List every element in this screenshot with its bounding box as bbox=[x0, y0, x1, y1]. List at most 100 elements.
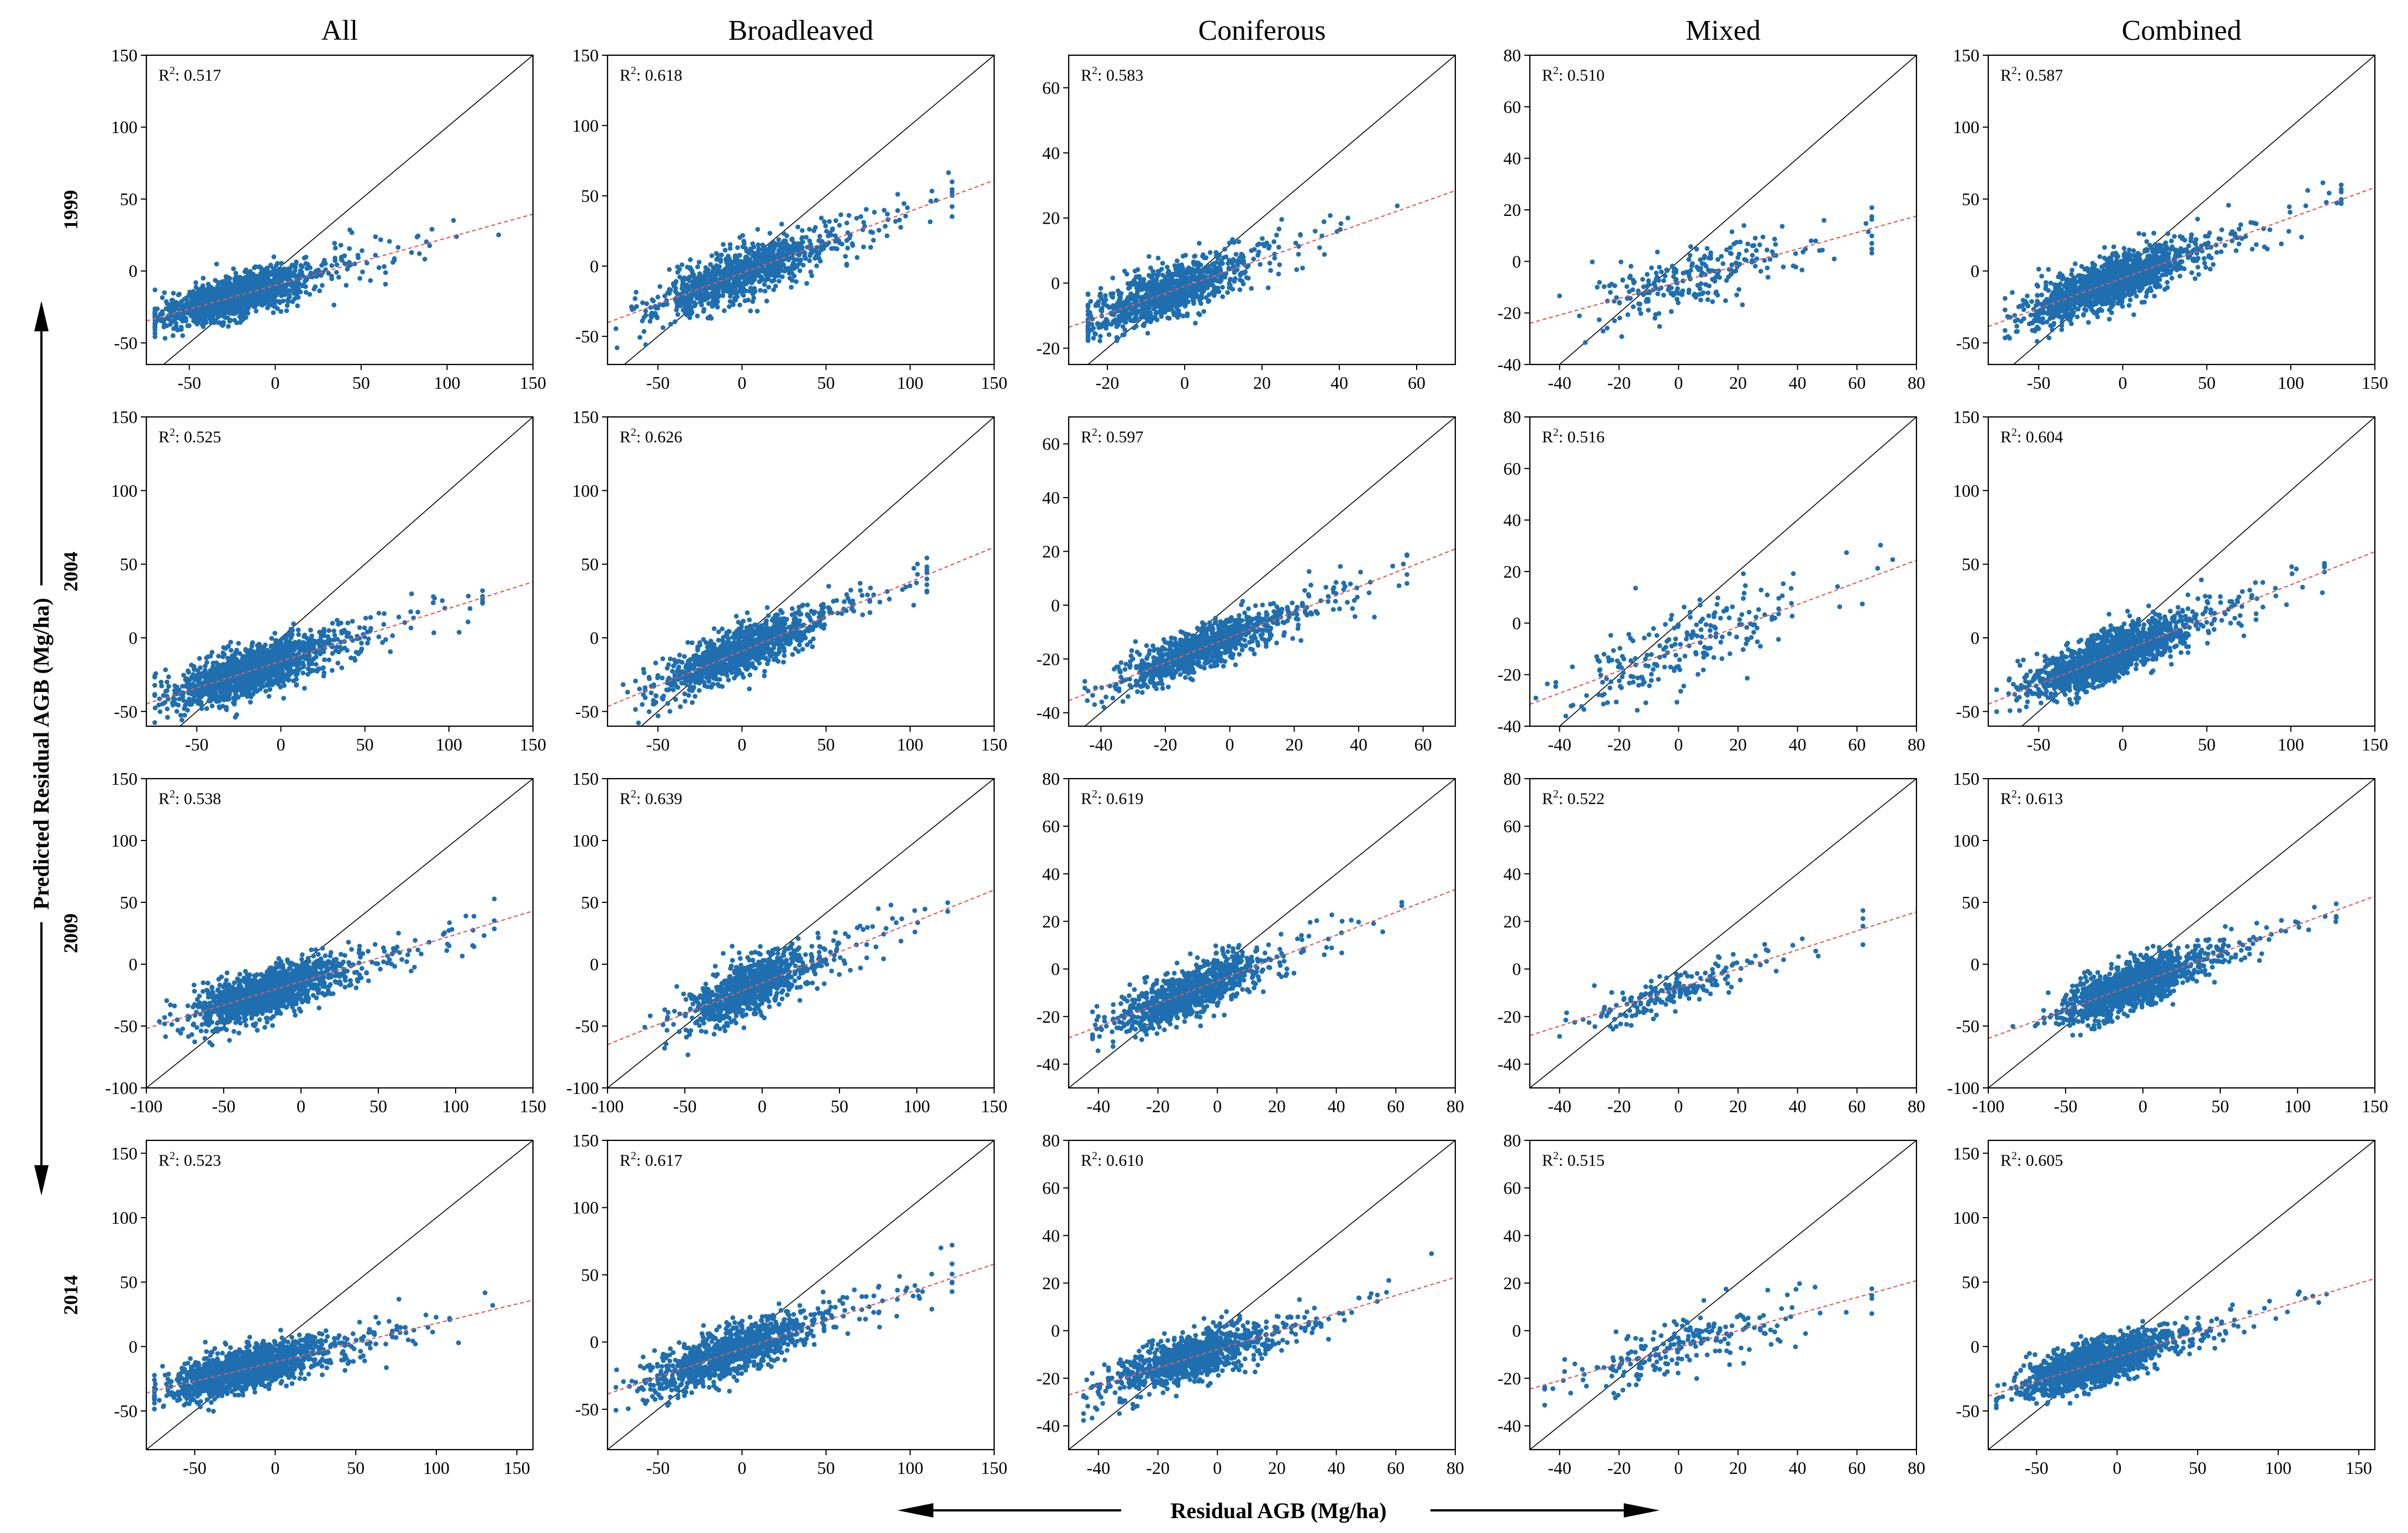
data-point bbox=[1166, 268, 1171, 274]
data-point bbox=[673, 279, 679, 284]
data-point bbox=[807, 226, 812, 232]
data-point bbox=[2043, 280, 2048, 285]
data-point bbox=[1869, 214, 1874, 219]
data-point bbox=[1767, 257, 1773, 262]
data-point bbox=[672, 319, 678, 324]
data-point bbox=[905, 205, 910, 210]
data-point bbox=[1659, 269, 1664, 274]
data-point bbox=[331, 302, 337, 308]
data-point bbox=[213, 278, 218, 283]
data-point bbox=[710, 299, 715, 305]
data-point bbox=[1773, 242, 1778, 247]
data-point bbox=[1126, 286, 1131, 291]
data-point bbox=[715, 256, 720, 262]
data-point bbox=[2059, 327, 2064, 332]
data-point bbox=[614, 345, 620, 351]
data-point bbox=[1744, 248, 1749, 253]
panel-frame bbox=[606, 54, 995, 366]
data-point bbox=[224, 283, 230, 289]
x-tick-label: 150 bbox=[520, 373, 546, 393]
data-point bbox=[1192, 268, 1197, 274]
identity-line bbox=[624, 55, 994, 364]
data-point bbox=[1620, 278, 1625, 283]
data-point bbox=[780, 274, 785, 279]
data-point bbox=[695, 264, 700, 269]
data-point bbox=[265, 305, 270, 310]
data-point bbox=[1222, 272, 1227, 278]
data-point bbox=[191, 289, 196, 294]
data-point bbox=[1707, 283, 1712, 289]
data-point bbox=[1699, 261, 1705, 266]
data-point bbox=[812, 256, 817, 261]
data-point bbox=[240, 304, 245, 309]
y-tick-label: 0 bbox=[590, 256, 599, 276]
data-point bbox=[303, 289, 309, 295]
data-point bbox=[1173, 266, 1179, 272]
data-point bbox=[1163, 295, 1169, 301]
data-point bbox=[832, 246, 837, 251]
data-point bbox=[2230, 238, 2235, 244]
data-point bbox=[189, 295, 194, 301]
data-point bbox=[1758, 268, 1763, 274]
data-point bbox=[1668, 290, 1673, 296]
data-point bbox=[1683, 269, 1689, 275]
data-point bbox=[308, 273, 313, 278]
data-point bbox=[763, 254, 768, 260]
data-point bbox=[1201, 289, 1206, 294]
data-point bbox=[749, 287, 754, 293]
data-point bbox=[1175, 298, 1180, 304]
data-point bbox=[1132, 315, 1138, 321]
data-point bbox=[1724, 278, 1729, 283]
data-point bbox=[2127, 297, 2133, 303]
data-point bbox=[795, 262, 800, 268]
data-point bbox=[1321, 219, 1327, 224]
data-point bbox=[2044, 319, 2050, 325]
data-point bbox=[215, 320, 221, 325]
data-point bbox=[717, 264, 722, 269]
data-point bbox=[674, 304, 680, 309]
data-point bbox=[800, 235, 805, 240]
data-point bbox=[724, 272, 729, 278]
data-point bbox=[224, 310, 230, 315]
data-point bbox=[814, 263, 820, 268]
data-point bbox=[266, 279, 272, 284]
data-point bbox=[1128, 281, 1134, 286]
data-point bbox=[2177, 273, 2183, 279]
r2-annotation: R2: 0.618 bbox=[620, 65, 682, 84]
data-point bbox=[798, 257, 804, 263]
data-point bbox=[287, 288, 293, 293]
data-point bbox=[1198, 262, 1203, 268]
data-point bbox=[1227, 281, 1232, 286]
data-point bbox=[262, 297, 268, 303]
data-point bbox=[173, 313, 178, 318]
data-point bbox=[228, 318, 233, 323]
data-point bbox=[1733, 268, 1739, 273]
data-point bbox=[644, 301, 649, 306]
data-point bbox=[1272, 255, 1277, 261]
data-point bbox=[783, 244, 789, 250]
data-point bbox=[2162, 246, 2168, 251]
data-point bbox=[271, 278, 277, 283]
data-point bbox=[235, 290, 240, 295]
data-point bbox=[347, 246, 352, 251]
data-point bbox=[789, 284, 794, 290]
data-point bbox=[1105, 303, 1110, 309]
data-point bbox=[1178, 290, 1184, 295]
data-point bbox=[1234, 258, 1240, 264]
data-point bbox=[1717, 275, 1723, 280]
data-point bbox=[152, 327, 157, 332]
data-point bbox=[819, 239, 825, 244]
data-point bbox=[1228, 277, 1233, 282]
data-point bbox=[818, 215, 824, 221]
data-point bbox=[1186, 270, 1191, 276]
data-point bbox=[2159, 272, 2165, 278]
data-point bbox=[721, 268, 726, 274]
data-point bbox=[2286, 204, 2292, 209]
data-point bbox=[409, 250, 414, 255]
data-point bbox=[716, 284, 721, 290]
y-tick-label: 50 bbox=[120, 189, 138, 209]
data-point bbox=[1135, 308, 1140, 314]
data-point bbox=[352, 261, 357, 267]
